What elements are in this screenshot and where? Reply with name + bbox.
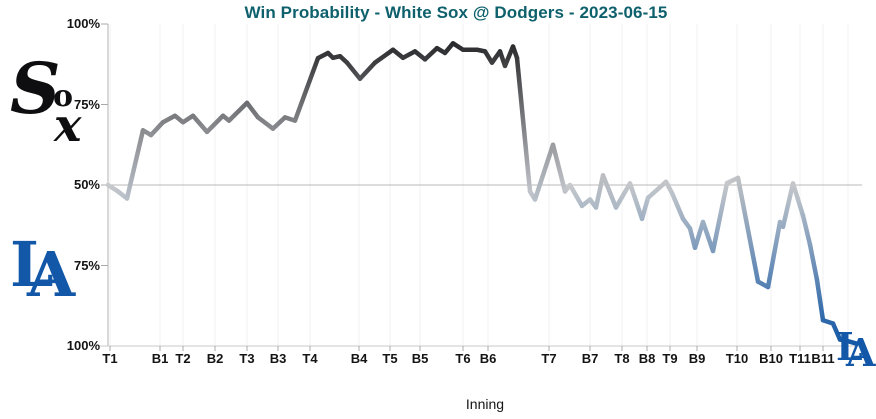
- x-tick-label: B9: [688, 351, 706, 366]
- whitesox-logo-letter: S: [10, 47, 61, 130]
- x-tick-label: B5: [411, 351, 429, 366]
- dodgers-logo-letter: A: [846, 330, 876, 375]
- x-tick-label: B8: [638, 351, 656, 366]
- x-tick-label: T11: [789, 351, 811, 366]
- x-tick-label: B2: [206, 351, 224, 366]
- x-tick-label: T7: [541, 351, 557, 366]
- y-tick-label: 75%: [73, 96, 100, 112]
- dodgers-logo: L A: [10, 234, 82, 308]
- y-tick-label: 100%: [66, 338, 100, 353]
- x-tick-label: T4: [302, 351, 318, 366]
- y-tick-label: 75%: [73, 257, 100, 273]
- y-tick-label: 100%: [66, 16, 100, 31]
- x-tick-label: B7: [581, 351, 599, 366]
- x-tick-label: B1: [151, 351, 169, 366]
- whitesox-logo-letter: o: [53, 79, 74, 114]
- win-prob-line: [105, 41, 859, 346]
- dodgers-logo-letter: A: [27, 238, 76, 311]
- x-tick-label: T1: [102, 351, 118, 366]
- whitesox-logo-letter: x: [54, 98, 82, 152]
- x-tick-label: B10: [759, 351, 783, 366]
- dodgers-logo-endpoint: L A: [836, 328, 876, 376]
- dodgers-logo-letter: L: [836, 324, 863, 369]
- x-axis-title: Inning: [465, 396, 505, 412]
- axes: [99, 23, 862, 351]
- y-tick-label: 50%: [73, 177, 100, 192]
- x-tick-label: T2: [175, 351, 191, 366]
- x-tick-label: T6: [455, 351, 471, 366]
- x-tick-label: B4: [350, 351, 368, 366]
- x-tick-label: B6: [479, 351, 497, 366]
- whitesox-logo: S o x: [8, 54, 96, 156]
- x-tick-label: B3: [269, 351, 287, 366]
- x-tick-label: B11: [811, 351, 835, 366]
- x-tick-label: T8: [614, 351, 630, 366]
- x-tick-label: T5: [382, 351, 398, 366]
- x-tick-label: T9: [662, 351, 678, 366]
- dodgers-logo-letter: L: [10, 228, 54, 301]
- chart-title: Win Probability - White Sox @ Dodgers - …: [244, 3, 668, 22]
- x-tick-label: T3: [239, 351, 255, 366]
- x-tick-label: T10: [725, 351, 749, 366]
